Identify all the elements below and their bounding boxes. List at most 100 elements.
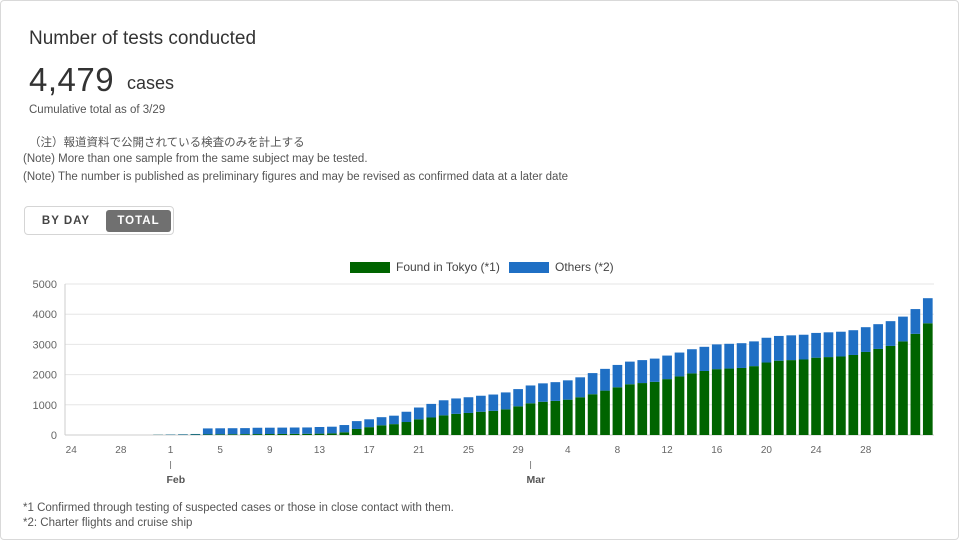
- bar-others: [463, 397, 474, 413]
- bar-tokyo: [215, 434, 226, 435]
- bar-tokyo: [327, 433, 337, 435]
- bar-tokyo: [898, 341, 908, 435]
- bar-others: [289, 427, 300, 434]
- bar-tokyo: [351, 428, 362, 435]
- bar-tokyo: [264, 434, 275, 435]
- bar-tokyo: [314, 433, 325, 435]
- bar-tokyo: [513, 406, 523, 435]
- footnote-2: *2: Charter flights and cruise ship: [23, 517, 193, 529]
- bar-tokyo: [302, 433, 312, 435]
- bar-others: [240, 428, 250, 435]
- bar-others: [823, 332, 834, 358]
- bar-others: [662, 355, 672, 380]
- bar-tokyo: [488, 410, 499, 435]
- bar-others: [327, 426, 337, 434]
- bar-others: [761, 337, 772, 363]
- x-tick-label: 8: [615, 445, 621, 456]
- bar-tokyo: [438, 415, 449, 435]
- bar-tokyo: [401, 422, 412, 435]
- legend-item-others[interactable]: Others (*2): [509, 260, 629, 274]
- bar-others: [711, 344, 722, 370]
- bar-tokyo: [562, 399, 573, 435]
- bar-tokyo: [451, 413, 461, 435]
- legend-swatch-tokyo: [350, 262, 390, 273]
- bar-others: [190, 433, 201, 435]
- bar-others: [848, 330, 859, 355]
- view-toggle: BY DAY TOTAL: [24, 206, 174, 235]
- bar-others: [252, 427, 263, 435]
- bar-others: [376, 417, 387, 426]
- bar-others: [699, 346, 710, 371]
- y-tick-label: 3000: [33, 339, 57, 351]
- bar-tokyo: [749, 366, 759, 435]
- bar-tokyo: [550, 400, 561, 435]
- bar-tokyo: [476, 411, 486, 435]
- bar-others: [860, 327, 871, 352]
- bar-tokyo: [575, 397, 586, 435]
- bar-tokyo: [202, 434, 213, 435]
- bar-tokyo: [277, 433, 288, 435]
- total-unit: cases: [127, 73, 175, 93]
- y-tick-label: 4000: [33, 309, 57, 321]
- legend-label-others: Others (*2): [555, 260, 614, 274]
- bar-others: [215, 428, 226, 435]
- bar-others: [525, 385, 536, 404]
- x-tick-label: 13: [314, 445, 326, 456]
- bar-tokyo: [736, 367, 747, 435]
- bar-others: [612, 364, 623, 388]
- bar-tokyo: [625, 384, 635, 435]
- bar-tokyo: [637, 383, 648, 435]
- note-preliminary: (Note) The number is published as prelim…: [23, 171, 569, 183]
- x-tick-label: 28: [860, 445, 872, 456]
- bar-tokyo: [252, 434, 263, 435]
- stacked-bar-chart: 0 1000 2000 3000 4000 5000 24 28 1 5 9 13 17 21 25 29 4…: [33, 279, 934, 486]
- bar-tokyo: [848, 354, 859, 435]
- bar-others: [302, 427, 312, 434]
- bar-others: [637, 360, 648, 384]
- y-tick-label: 1000: [33, 400, 57, 412]
- y-axis-ticks: 0 1000 2000 3000 4000 5000: [33, 279, 57, 442]
- bar-others: [364, 419, 374, 428]
- bar-others: [513, 389, 523, 407]
- bar-others: [476, 395, 486, 412]
- bar-others: [339, 425, 350, 433]
- bar-tokyo: [711, 369, 722, 435]
- bar-tokyo: [649, 381, 660, 435]
- bar-others: [649, 358, 660, 382]
- bar-others: [426, 403, 437, 418]
- x-tick-label: 29: [513, 445, 525, 456]
- bar-others: [314, 426, 325, 434]
- bar-tokyo: [674, 376, 685, 435]
- y-tick-label: 0: [51, 430, 57, 442]
- bar-others: [836, 331, 846, 357]
- x-tick-label: 17: [364, 445, 376, 456]
- bar-others: [600, 368, 610, 391]
- x-tick-label: 1: [168, 445, 174, 456]
- total-button[interactable]: TOTAL: [106, 210, 171, 232]
- bar-others: [898, 316, 908, 342]
- bar-others: [736, 343, 747, 368]
- month-label: Mar: [527, 474, 546, 486]
- bar-others: [873, 324, 883, 349]
- bar-others: [811, 332, 821, 358]
- bar-tokyo: [662, 379, 672, 435]
- bar-tokyo: [922, 323, 933, 435]
- bar-tokyo: [364, 427, 374, 435]
- card-title: Number of tests conducted: [29, 28, 257, 49]
- bar-others: [389, 415, 399, 425]
- bar-tokyo: [463, 412, 474, 435]
- by-day-button[interactable]: BY DAY: [41, 215, 91, 227]
- bar-others: [786, 335, 797, 361]
- legend-label-tokyo: Found in Tokyo (*1): [396, 260, 500, 274]
- bar-tokyo: [240, 434, 250, 435]
- x-tick-label: 25: [463, 445, 475, 456]
- bar-tokyo: [786, 360, 797, 435]
- bar-tokyo: [413, 419, 424, 435]
- bar-tokyo: [798, 359, 809, 435]
- note-samples: (Note) More than one sample from the sam…: [23, 153, 368, 165]
- bar-others: [910, 309, 921, 334]
- bar-tokyo: [773, 360, 784, 435]
- legend-item-tokyo[interactable]: Found in Tokyo (*1): [350, 260, 510, 274]
- bar-others: [687, 349, 697, 374]
- bar-others: [351, 421, 362, 429]
